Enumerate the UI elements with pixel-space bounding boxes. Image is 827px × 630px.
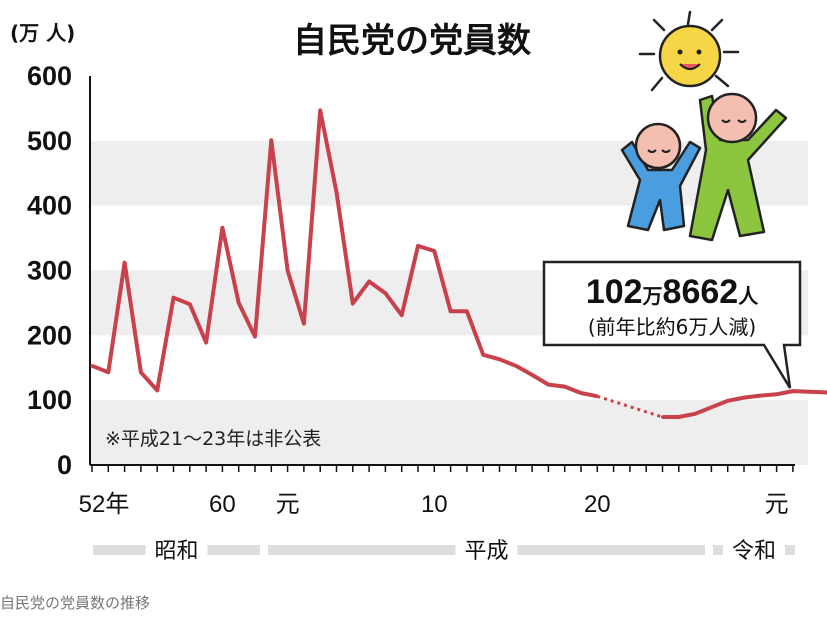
era-label-bg	[145, 536, 208, 564]
y-tick-label: 500	[27, 126, 72, 156]
callout-value-c: 8662	[663, 273, 739, 311]
x-tick-label: 52年	[79, 491, 130, 518]
data-point	[677, 415, 681, 419]
data-point	[155, 388, 159, 392]
data-point	[595, 394, 599, 398]
data-point	[286, 269, 290, 272]
era-label-bg	[455, 536, 518, 564]
data-point	[791, 389, 795, 393]
data-point	[220, 226, 224, 230]
data-point	[351, 302, 355, 306]
callout-value-d: 人	[738, 284, 759, 308]
chart-note: ※平成21〜23年は非公表	[105, 428, 321, 450]
illustration	[620, 10, 788, 242]
series-gap-dotted	[596, 394, 663, 419]
data-points	[90, 108, 827, 419]
data-point	[172, 296, 175, 300]
data-point	[465, 309, 469, 313]
data-point	[530, 373, 534, 377]
y-tick-label: 200	[27, 320, 72, 350]
adult-figure-green	[688, 92, 788, 242]
data-point	[432, 249, 436, 253]
data-point	[579, 391, 583, 395]
data-point	[563, 385, 567, 389]
x-tick-label: 20	[584, 491, 611, 518]
y-tick-label: 0	[57, 450, 72, 480]
era-label-bg	[723, 536, 785, 564]
data-point	[106, 370, 110, 374]
x-tick-label: 10	[421, 491, 448, 518]
x-tick-label: 元	[276, 491, 300, 518]
callout-value-a: 102	[586, 273, 643, 311]
data-point	[546, 383, 550, 387]
data-point	[758, 394, 762, 398]
child-figure-blue	[620, 122, 702, 232]
data-point	[514, 364, 518, 368]
y-axis: 0 100 200 300 400 500 600	[27, 61, 91, 480]
data-point	[253, 335, 257, 339]
data-point	[90, 364, 94, 368]
data-point	[775, 392, 779, 396]
data-point	[302, 322, 306, 326]
data-point	[498, 357, 501, 361]
data-point	[367, 280, 371, 284]
era-bands: 昭和 平成 令和	[93, 536, 795, 564]
chart: 自民党の党員数 (万 人) 0 100 200 300 400 500 600 52年 60 元…	[10, 10, 827, 564]
y-tick-label: 300	[27, 256, 72, 286]
sun-icon	[638, 10, 740, 92]
data-point	[742, 396, 746, 400]
era-label: 昭和	[154, 539, 198, 564]
data-point	[661, 415, 664, 419]
data-point	[709, 405, 713, 409]
era-label: 令和	[732, 539, 776, 564]
callout: 102万8662人 (前年比約6万人減)	[542, 260, 802, 389]
data-point	[807, 390, 811, 394]
y-tick-label: 400	[27, 191, 72, 221]
data-point	[139, 370, 143, 374]
data-point	[269, 138, 273, 142]
data-point	[449, 309, 453, 313]
series-line-segment	[91, 108, 598, 399]
callout-value: 102万8662人	[586, 273, 759, 311]
background-band	[90, 400, 808, 465]
callout-subtext: (前年比約6万人減)	[588, 315, 756, 339]
data-point	[335, 190, 338, 194]
callout-value-b: 万	[642, 284, 663, 308]
data-point	[693, 412, 697, 416]
y-axis-unit-label: (万 人)	[10, 21, 75, 45]
data-point	[726, 399, 730, 403]
data-point	[188, 302, 192, 306]
data-point	[416, 244, 420, 248]
y-tick-label: 600	[27, 61, 72, 91]
data-point	[481, 353, 485, 357]
data-point	[204, 340, 208, 344]
x-tick-label: 元	[765, 491, 789, 518]
era-label: 平成	[464, 539, 508, 564]
data-point	[824, 390, 827, 394]
data-point	[237, 301, 241, 305]
x-tick-label: 60	[209, 491, 236, 518]
callout-box	[542, 260, 802, 389]
figure-caption: 自民党の党員数の推移	[0, 594, 151, 612]
y-tick-label: 100	[27, 385, 72, 415]
data-point	[123, 261, 127, 265]
chart-title: 自民党の党員数	[293, 21, 531, 61]
data-point	[318, 108, 322, 112]
data-point	[383, 291, 387, 295]
data-point	[400, 313, 404, 317]
x-axis: 52年60元1020元6	[79, 464, 795, 518]
